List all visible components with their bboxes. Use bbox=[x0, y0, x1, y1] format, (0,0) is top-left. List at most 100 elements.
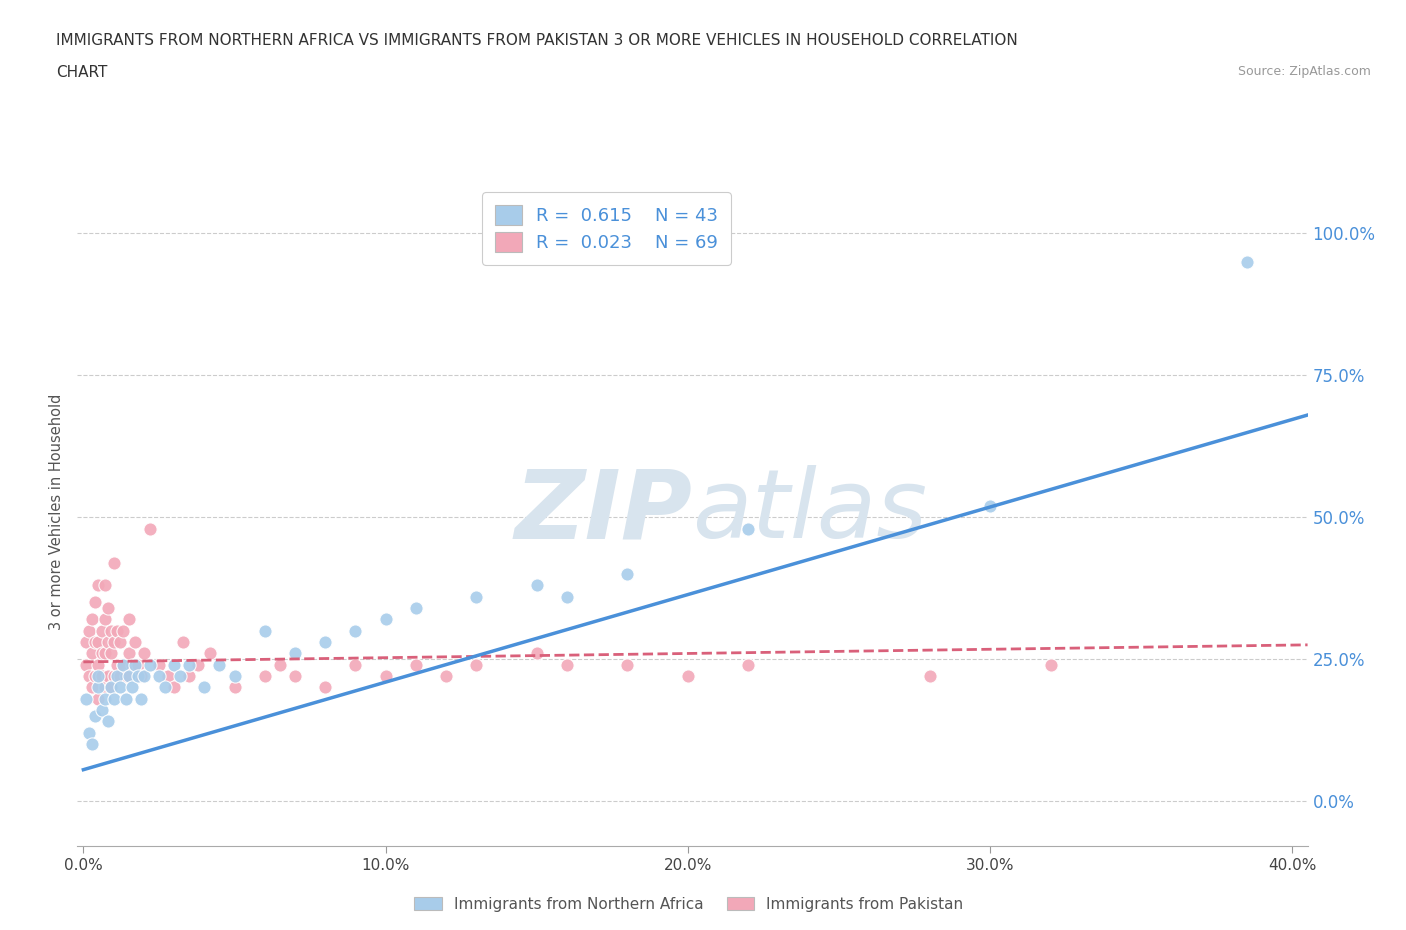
Point bbox=[121, 680, 143, 695]
Point bbox=[100, 646, 122, 661]
Point bbox=[169, 669, 191, 684]
Point bbox=[108, 669, 131, 684]
Point bbox=[96, 601, 118, 616]
Point bbox=[163, 680, 186, 695]
Point bbox=[139, 658, 162, 672]
Point bbox=[84, 634, 107, 649]
Point bbox=[100, 680, 122, 695]
Point bbox=[124, 658, 146, 672]
Point bbox=[111, 658, 134, 672]
Point bbox=[405, 658, 427, 672]
Point bbox=[526, 578, 548, 592]
Point bbox=[105, 623, 128, 638]
Point bbox=[84, 595, 107, 610]
Point bbox=[118, 612, 141, 627]
Point bbox=[153, 680, 176, 695]
Point bbox=[344, 658, 367, 672]
Point bbox=[87, 658, 110, 672]
Point bbox=[90, 646, 112, 661]
Text: CHART: CHART bbox=[56, 65, 108, 80]
Point bbox=[93, 691, 115, 706]
Point bbox=[139, 521, 162, 536]
Point bbox=[156, 669, 179, 684]
Point bbox=[269, 658, 291, 672]
Point bbox=[465, 590, 488, 604]
Point bbox=[79, 623, 101, 638]
Point bbox=[253, 623, 276, 638]
Text: IMMIGRANTS FROM NORTHERN AFRICA VS IMMIGRANTS FROM PAKISTAN 3 OR MORE VEHICLES I: IMMIGRANTS FROM NORTHERN AFRICA VS IMMIG… bbox=[56, 33, 1018, 47]
Text: atlas: atlas bbox=[693, 465, 928, 558]
Point bbox=[82, 646, 104, 661]
Point bbox=[555, 590, 578, 604]
Point bbox=[108, 680, 131, 695]
Y-axis label: 3 or more Vehicles in Household: 3 or more Vehicles in Household bbox=[49, 393, 65, 630]
Point bbox=[118, 646, 141, 661]
Point bbox=[75, 691, 97, 706]
Point bbox=[344, 623, 367, 638]
Point bbox=[179, 669, 201, 684]
Point bbox=[616, 658, 638, 672]
Point bbox=[79, 669, 101, 684]
Text: ZIP: ZIP bbox=[515, 465, 693, 558]
Point bbox=[253, 669, 276, 684]
Point bbox=[187, 658, 209, 672]
Point bbox=[75, 634, 97, 649]
Point bbox=[314, 680, 336, 695]
Point bbox=[284, 669, 307, 684]
Point bbox=[224, 669, 246, 684]
Point bbox=[465, 658, 488, 672]
Point bbox=[127, 669, 149, 684]
Point bbox=[84, 709, 107, 724]
Point bbox=[93, 612, 115, 627]
Point bbox=[93, 680, 115, 695]
Point bbox=[148, 669, 170, 684]
Point bbox=[96, 634, 118, 649]
Point bbox=[224, 680, 246, 695]
Point bbox=[1236, 255, 1258, 270]
Point bbox=[314, 634, 336, 649]
Point bbox=[93, 646, 115, 661]
Point bbox=[676, 669, 699, 684]
Point bbox=[208, 658, 231, 672]
Point bbox=[129, 669, 152, 684]
Point bbox=[737, 658, 759, 672]
Point bbox=[82, 680, 104, 695]
Point bbox=[121, 658, 143, 672]
Point bbox=[918, 669, 941, 684]
Point bbox=[114, 691, 136, 706]
Point bbox=[84, 669, 107, 684]
Point bbox=[90, 623, 112, 638]
Point bbox=[90, 703, 112, 718]
Point bbox=[90, 669, 112, 684]
Point bbox=[79, 725, 101, 740]
Point bbox=[103, 691, 125, 706]
Point bbox=[405, 601, 427, 616]
Point bbox=[555, 658, 578, 672]
Point bbox=[100, 623, 122, 638]
Point bbox=[111, 623, 134, 638]
Point bbox=[374, 669, 396, 684]
Point bbox=[87, 669, 110, 684]
Text: Source: ZipAtlas.com: Source: ZipAtlas.com bbox=[1237, 65, 1371, 78]
Point bbox=[87, 680, 110, 695]
Legend: Immigrants from Northern Africa, Immigrants from Pakistan: Immigrants from Northern Africa, Immigra… bbox=[408, 890, 970, 918]
Point bbox=[163, 658, 186, 672]
Legend: R =  0.615    N = 43, R =  0.023    N = 69: R = 0.615 N = 43, R = 0.023 N = 69 bbox=[482, 193, 731, 265]
Point bbox=[148, 658, 170, 672]
Point bbox=[103, 634, 125, 649]
Point bbox=[87, 634, 110, 649]
Point bbox=[96, 714, 118, 729]
Point bbox=[616, 566, 638, 581]
Point bbox=[132, 669, 155, 684]
Point bbox=[100, 680, 122, 695]
Point bbox=[979, 498, 1001, 513]
Point bbox=[75, 658, 97, 672]
Point bbox=[108, 634, 131, 649]
Point bbox=[93, 578, 115, 592]
Point bbox=[129, 691, 152, 706]
Point bbox=[132, 646, 155, 661]
Point bbox=[193, 680, 215, 695]
Point bbox=[96, 669, 118, 684]
Point bbox=[172, 634, 194, 649]
Point bbox=[87, 691, 110, 706]
